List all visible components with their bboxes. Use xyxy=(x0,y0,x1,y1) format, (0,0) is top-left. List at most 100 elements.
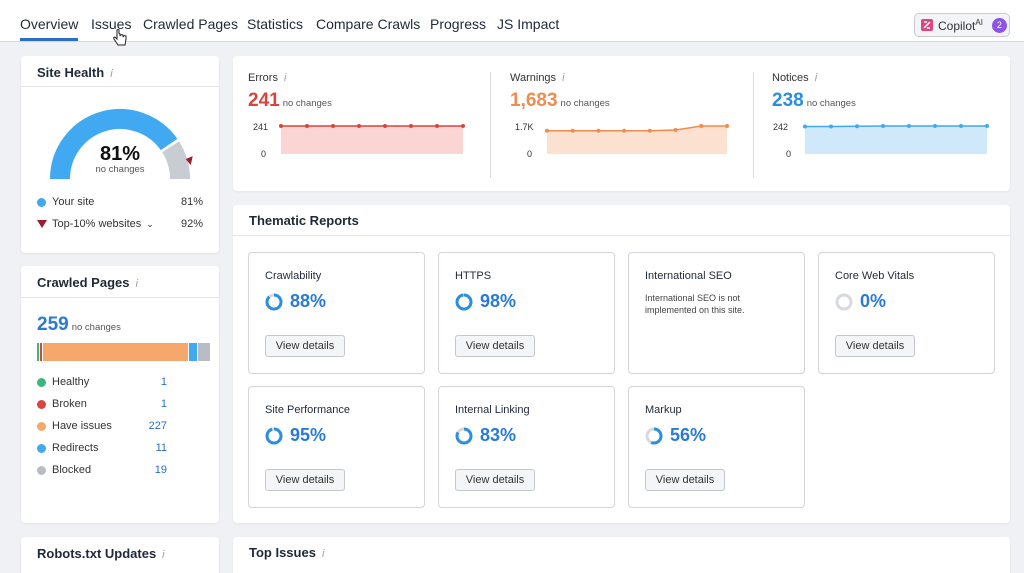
info-icon[interactable]: i xyxy=(110,68,113,80)
your-site-value: 81% xyxy=(180,196,203,208)
gauge-remaining-arc xyxy=(161,141,190,180)
active-tab-indicator xyxy=(20,38,78,41)
site-health-change: no changes xyxy=(95,164,145,175)
row-value[interactable]: 1 xyxy=(160,376,167,388)
stacked-bar-segment-blocked[interactable] xyxy=(197,343,210,361)
notices-value[interactable]: 238 no changes xyxy=(772,90,856,111)
tab-js-impact[interactable]: JS Impact xyxy=(497,16,560,32)
crawled-row-broken[interactable]: Broken 1 xyxy=(37,398,167,410)
copilot-label: Copilot xyxy=(938,18,976,33)
legend-label: Your site xyxy=(52,196,95,208)
crawled-pages-title: Crawled Pages xyxy=(37,275,130,290)
copilot-ai-badge: AI xyxy=(975,17,983,27)
sparkline-point[interactable] xyxy=(545,128,549,133)
sparkline-point[interactable] xyxy=(435,124,439,128)
tab-compare-crawls[interactable]: Compare Crawls xyxy=(316,16,421,32)
sparkline-point[interactable] xyxy=(985,124,989,128)
report-percent: 98% xyxy=(480,291,517,311)
crawled-total-value: 259 xyxy=(37,314,69,335)
issues-metrics-card: Errors i 241 no changes 241 0 Warnings i 1,… xyxy=(233,56,1010,191)
sparkline-point[interactable] xyxy=(855,124,859,129)
triangle-marker-icon xyxy=(37,220,47,228)
sparkline-area xyxy=(281,126,463,154)
sparkline-point[interactable] xyxy=(570,128,575,133)
report-name: Markup xyxy=(645,404,682,416)
sparkline-point[interactable] xyxy=(881,124,885,128)
tab-progress[interactable]: Progress xyxy=(430,16,487,32)
warnings-label: Warnings i xyxy=(510,72,565,84)
view-details-button[interactable]: View details xyxy=(265,469,345,491)
copilot-icon xyxy=(921,19,933,31)
view-details-button[interactable]: View details xyxy=(645,469,725,491)
row-label: Have issues xyxy=(52,420,112,432)
notices-label: Notices i xyxy=(772,72,818,84)
report-name: HTTPS xyxy=(455,270,492,282)
sparkline-point[interactable] xyxy=(305,124,309,128)
copilot-button[interactable]: CopilotAI 2 xyxy=(914,13,1010,37)
crawled-row-redirects[interactable]: Redirects 11 xyxy=(37,442,167,454)
view-details-button[interactable]: View details xyxy=(455,335,535,357)
warnings-value[interactable]: 1,683 no changes xyxy=(510,90,610,111)
report-percent: 95% xyxy=(290,425,327,445)
row-value[interactable]: 227 xyxy=(148,420,167,432)
top-issues-card: Top Issues i xyxy=(233,537,1010,573)
sparkline-point[interactable] xyxy=(331,124,335,128)
sparkline-point[interactable] xyxy=(725,124,729,128)
tab-overview[interactable]: Overview xyxy=(20,16,79,32)
divider xyxy=(753,72,754,178)
blocked-dot xyxy=(37,465,46,475)
legend-label: Top-10% websites xyxy=(52,218,142,230)
tab-issues[interactable]: Issues xyxy=(91,16,132,32)
gauge-separator xyxy=(160,138,179,152)
info-icon[interactable]: i xyxy=(321,548,325,560)
divider xyxy=(490,72,491,178)
sparkline-point[interactable] xyxy=(279,124,283,128)
sparkline-point[interactable] xyxy=(673,128,678,133)
stacked-bar-segment-broken[interactable] xyxy=(40,343,42,361)
crawled-row-blocked[interactable]: Blocked 19 xyxy=(37,464,167,476)
notices-sparkline xyxy=(803,124,989,154)
crawled-row-have-issues[interactable]: Have issues 227 xyxy=(37,420,167,432)
report-card-core-web-vitals: Core Web Vitals 0% View details xyxy=(818,252,995,374)
sparkline-point[interactable] xyxy=(699,124,704,128)
row-value[interactable]: 11 xyxy=(155,442,167,454)
sparkline-point[interactable] xyxy=(959,124,963,128)
sparkline-point[interactable] xyxy=(829,124,833,129)
view-details-button[interactable]: View details xyxy=(835,335,915,357)
tab-statistics[interactable]: Statistics xyxy=(247,16,304,32)
row-value[interactable]: 19 xyxy=(154,464,167,476)
info-icon[interactable]: i xyxy=(162,549,165,561)
row-value[interactable]: 1 xyxy=(160,398,167,410)
stacked-bar-segment-redirects[interactable] xyxy=(189,343,197,361)
divider xyxy=(21,297,219,298)
progress-ring-icon xyxy=(265,427,283,444)
legend-top10[interactable]: Top-10% websites ⌄ xyxy=(37,218,154,230)
info-icon[interactable]: i xyxy=(135,278,138,290)
view-details-button[interactable]: View details xyxy=(455,469,535,491)
warnings-sparkline xyxy=(545,124,729,154)
tab-crawled-pages[interactable]: Crawled Pages xyxy=(143,16,238,32)
crawled-change: no changes xyxy=(71,322,121,333)
errors-value[interactable]: 241 no changes xyxy=(248,90,332,111)
sparkline-point[interactable] xyxy=(647,128,652,133)
warnings-axis-min: 0 xyxy=(527,149,533,159)
sparkline-area xyxy=(547,126,727,154)
crawled-row-healthy[interactable]: Healthy 1 xyxy=(37,376,167,388)
stacked-bar-segment-healthy[interactable] xyxy=(37,343,39,361)
sparkline-point[interactable] xyxy=(596,128,601,133)
notices-axis-max: 242 xyxy=(773,122,789,132)
stacked-bar-segment-have-issues[interactable] xyxy=(43,343,189,361)
crawled-pages-card: Crawled Pages i 259 no changes Healthy 1 Br… xyxy=(21,266,219,523)
sparkline-point[interactable] xyxy=(933,124,937,128)
report-card-internal-linking: Internal Linking 83% View details xyxy=(438,386,615,508)
sparkline-point[interactable] xyxy=(461,124,465,128)
copilot-count-badge: 2 xyxy=(991,17,1007,33)
errors-axis-max: 241 xyxy=(253,122,269,132)
sparkline-point[interactable] xyxy=(383,124,387,128)
view-details-button[interactable]: View details xyxy=(265,335,345,357)
sparkline-point[interactable] xyxy=(409,124,413,128)
sparkline-point[interactable] xyxy=(803,124,807,129)
sparkline-point[interactable] xyxy=(357,124,361,128)
sparkline-point[interactable] xyxy=(622,128,627,133)
sparkline-point[interactable] xyxy=(907,124,911,128)
